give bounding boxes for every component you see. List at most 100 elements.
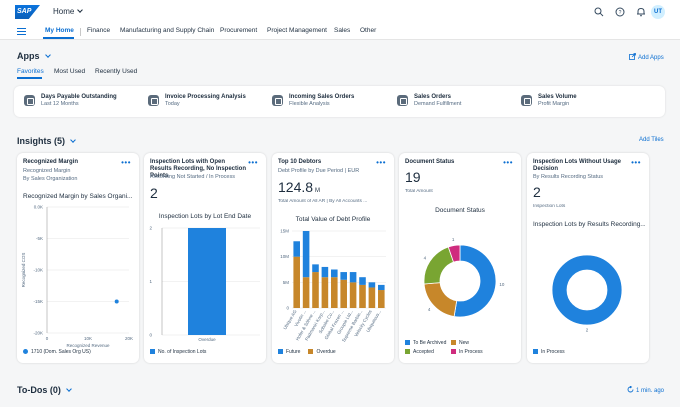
home-menu-button[interactable]: Home: [53, 7, 84, 16]
kpi-value: 19: [405, 169, 421, 185]
chart-title: Total Value of Debt Profile: [295, 216, 371, 223]
sap-logo[interactable]: SAP: [15, 5, 40, 19]
tab-active-indicator: [17, 77, 42, 79]
card-title: Inspection Lots Without Usage Decision: [533, 159, 621, 172]
bar-future: [331, 269, 338, 278]
kpi-value: 2: [150, 185, 158, 201]
chevron-down-icon: [70, 137, 76, 143]
y-tick-label: -15K: [33, 299, 43, 304]
insights-section-title[interactable]: Insights (5): [17, 136, 76, 146]
more-options-icon[interactable]: •••: [503, 158, 513, 167]
search-icon[interactable]: [594, 7, 604, 17]
card-title: Inspection Lots with Open Results Record…: [150, 159, 247, 179]
kpi-value: 2: [533, 184, 541, 200]
hamburger-menu-icon[interactable]: [17, 28, 26, 35]
kpi-value: 124.8 M: [278, 179, 321, 195]
card-title: Document Status: [405, 159, 455, 165]
bar-future: [340, 272, 347, 280]
user-avatar[interactable]: UT: [651, 5, 665, 19]
bar-chart: 0 1 2 Overdue: [149, 226, 260, 342]
add-tiles-link[interactable]: Add Tiles: [639, 137, 664, 143]
nav-sales[interactable]: Sales: [334, 27, 351, 34]
insight-card-document-status[interactable]: Document Status ••• 19 Total Amount Docu…: [399, 153, 521, 363]
apps-section-title[interactable]: Apps: [17, 51, 51, 61]
y-axis-label: Recognized COS: [21, 253, 26, 288]
x-tick-label: 0: [46, 336, 49, 341]
insight-card-recognized-margin[interactable]: Recognized Margin ••• Recognized Margin …: [17, 153, 139, 363]
card-title: Recognized Margin: [23, 159, 79, 165]
chart-legend: 1710 (Dom. Sales Org US): [23, 349, 91, 355]
x-tick-label: 20K: [125, 336, 133, 341]
add-apps-link[interactable]: Add Apps: [629, 53, 664, 61]
nav-manufacturing[interactable]: Manufacturing and Supply Chain: [120, 27, 215, 34]
chart-legend-item: New: [451, 340, 469, 346]
donut-slice: [453, 244, 497, 318]
legend-marker: [278, 349, 283, 354]
y-tick-label: -20K: [33, 331, 43, 336]
more-options-icon[interactable]: •••: [376, 158, 386, 167]
data-label: 1: [452, 237, 455, 242]
chart-title: Inspection Lots by Lot End Date: [158, 213, 252, 220]
nav-project-management[interactable]: Project Management: [267, 27, 327, 34]
tab-recently-used[interactable]: Recently Used: [95, 68, 138, 75]
y-tick-label: 15M: [280, 229, 289, 234]
card-subtitle: Recognized Margin: [23, 168, 71, 174]
more-options-icon[interactable]: •••: [121, 158, 131, 167]
y-tick-label: -10K: [33, 268, 43, 273]
todos-section-title[interactable]: To-Dos (0): [17, 385, 72, 395]
bar-overdue: [302, 277, 310, 308]
data-label: 4: [424, 256, 427, 261]
nav-finance[interactable]: Finance: [87, 27, 111, 34]
card-subtitle: By Results Recording Status: [533, 174, 604, 180]
more-options-icon[interactable]: •••: [248, 158, 258, 167]
card-subtitle: By Sales Organization: [23, 176, 78, 182]
bar: [188, 228, 226, 335]
nav-procurement[interactable]: Procurement: [220, 27, 258, 34]
bar-overdue: [321, 277, 329, 308]
refresh-button[interactable]: 1 min. ago: [627, 385, 664, 394]
bar-overdue: [293, 256, 300, 308]
legend-marker: [405, 349, 410, 354]
bar-overdue: [368, 287, 376, 308]
chart-legend-item: Accepted: [405, 349, 434, 355]
chevron-down-icon: [44, 52, 51, 58]
chart-title: Inspection Lots by Results Recording...: [533, 221, 645, 228]
nav-my-home[interactable]: My Home: [45, 27, 74, 34]
nav-other[interactable]: Other: [360, 27, 377, 34]
bar-future: [321, 266, 329, 278]
bar-future: [293, 241, 300, 257]
bar-overdue: [349, 282, 357, 308]
app-icon: [24, 95, 35, 106]
chevron-down-icon: [77, 7, 84, 13]
help-icon[interactable]: ?: [615, 7, 625, 17]
legend-marker: [533, 349, 538, 354]
card-subtitle: Debt Profile by Due Period | EUR: [278, 168, 360, 174]
card-title: Top 10 Debtors: [278, 159, 322, 165]
donut-slice: [551, 254, 623, 326]
insight-card-top-debtors[interactable]: Top 10 Debtors ••• Debt Profile by Due P…: [272, 153, 394, 363]
x-axis-label: Recognized Revenue: [66, 343, 110, 348]
kpi-caption: Total Amount: [405, 189, 433, 194]
app-icon: [397, 95, 408, 106]
card-subtitle: Recording Not Started / In Process: [150, 174, 235, 180]
tab-favorites[interactable]: Favorites: [17, 68, 44, 75]
insight-card-inspection-lots-no-decision[interactable]: Inspection Lots Without Usage Decision •…: [527, 153, 649, 363]
y-tick-label: 0: [286, 306, 289, 311]
bar-future: [349, 272, 357, 283]
more-options-icon[interactable]: •••: [631, 158, 641, 167]
bar-overdue: [312, 272, 319, 308]
legend-marker: [23, 349, 28, 354]
tab-most-used[interactable]: Most Used: [54, 68, 86, 75]
donut-slice: [423, 246, 455, 285]
insight-card-inspection-lots-open[interactable]: Inspection Lots with Open Results Record…: [144, 153, 266, 363]
donut-chart: 2: [551, 254, 623, 333]
bar-overdue: [340, 279, 347, 308]
svg-text:?: ?: [619, 10, 622, 16]
chart-title: Recognized Margin by Sales Organi...: [23, 193, 133, 200]
notifications-bell-icon[interactable]: [636, 7, 646, 17]
chart-title: Document Status: [435, 207, 485, 214]
data-label: 4: [428, 307, 431, 312]
donut-slice: [447, 244, 461, 263]
